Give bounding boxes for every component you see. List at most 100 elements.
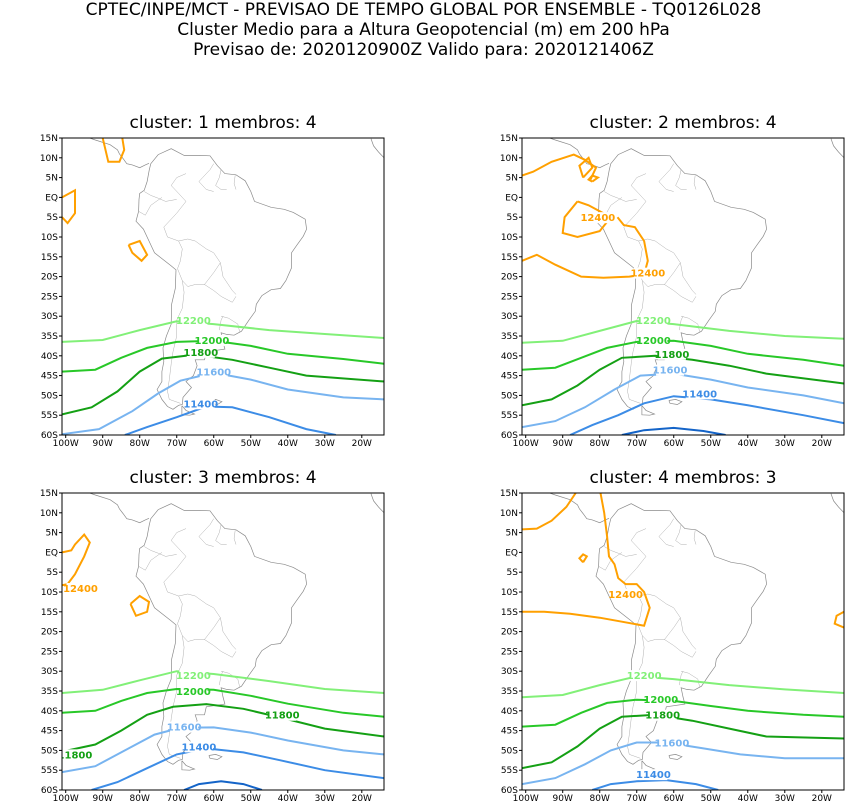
country-border (219, 316, 224, 331)
y-tick-label: 40S (501, 352, 518, 362)
country-border (627, 280, 645, 404)
country-border (681, 670, 700, 688)
contour-label: 12400 (630, 269, 665, 280)
country-border (233, 175, 237, 190)
falkland-islands-coastline (208, 754, 223, 760)
contour-label-background (648, 709, 677, 721)
forecast-dates: Previsao de: 2020120900Z Valido para: 20… (193, 40, 654, 60)
y-tick-label: 45S (41, 727, 58, 737)
map-frame (61, 492, 385, 791)
country-border (144, 546, 177, 557)
y-tick-label: 30S (501, 312, 518, 322)
contour-label: 11600 (196, 368, 231, 379)
contour-label-background (685, 388, 714, 400)
y-tick-label: 15N (500, 489, 518, 499)
y-tick-label: EQ (505, 193, 518, 203)
y-tick-label: EQ (45, 548, 58, 558)
y-tick-label: 25S (501, 292, 518, 302)
country-border (680, 617, 697, 650)
x-tick-label: 100W (53, 794, 79, 803)
y-tick-label: 55S (501, 411, 518, 421)
x-tick-label: 40W (278, 439, 298, 449)
x-tick-label: 40W (738, 439, 758, 449)
y-tick-label: 5N (46, 174, 58, 184)
y-tick-label: 45S (501, 372, 518, 382)
contour-label-background (657, 348, 686, 360)
y-tick-label: 30S (501, 667, 518, 677)
contour-label-background (657, 737, 686, 749)
y-tick-label: 15S (501, 253, 518, 263)
geopotential-contour (101, 138, 126, 163)
y-tick-label: 55S (41, 411, 58, 421)
y-tick-label: 30S (41, 312, 58, 322)
country-border (177, 238, 221, 287)
x-tick-label: 90W (93, 439, 113, 449)
contour-label-background (583, 212, 612, 224)
geopotential-contour (522, 216, 649, 279)
geopotential-contour (621, 426, 726, 435)
geopotential-contour (522, 153, 598, 181)
contour-label-background (179, 685, 208, 697)
contour-label: 12000 (176, 687, 211, 698)
geopotential-contour (124, 405, 337, 435)
y-tick-label: 15S (41, 608, 58, 618)
geopotential-contour (62, 339, 384, 373)
y-tick-label: 5N (46, 529, 58, 539)
country-border (680, 262, 697, 295)
country-border (679, 316, 684, 331)
geopotential-contour (578, 156, 594, 179)
y-tick-label: 15S (41, 253, 58, 263)
y-tick-label: 5S (507, 568, 519, 578)
geopotential-contour (62, 533, 91, 587)
country-border (679, 671, 684, 686)
country-border (198, 518, 214, 547)
x-tick-label: 20W (352, 794, 372, 803)
x-tick-label: 60W (664, 794, 684, 803)
y-tick-label: 15N (40, 489, 58, 499)
y-tick-label: 20S (41, 628, 58, 638)
geopotential-contour (127, 239, 149, 263)
contour-label: 12000 (194, 336, 229, 347)
country-border (167, 280, 185, 404)
falkland-islands-coastline (668, 399, 683, 405)
x-tick-label: 80W (590, 439, 610, 449)
y-tick-label: 55S (41, 766, 58, 776)
geopotential-contour (62, 703, 384, 753)
x-tick-label: 20W (812, 439, 832, 449)
contour-label: 12200 (636, 316, 671, 327)
panel-title: cluster: 2 membros: 4 (589, 113, 776, 133)
africa-coastline (830, 493, 844, 514)
south-america-coastline (135, 503, 307, 765)
x-tick-label: 70W (627, 794, 647, 803)
country-border (658, 163, 674, 192)
country-border (693, 530, 697, 545)
geopotential-contour (569, 395, 844, 435)
country-border (627, 635, 645, 759)
country-border (177, 593, 221, 642)
contour-label-background (179, 670, 208, 682)
contour-label-background (184, 741, 213, 753)
x-tick-label: 50W (701, 794, 721, 803)
map-frame (61, 137, 385, 436)
y-tick-label: 15S (501, 608, 518, 618)
country-border (204, 284, 237, 303)
contour-label: 11800 (645, 711, 680, 722)
country-border (221, 670, 240, 688)
falkland-islands-coastline (668, 754, 683, 760)
map-panel-cluster-2: cluster: 2 membros: 4 12400 12400 12200 1200… (500, 113, 845, 449)
y-tick-label: 25S (41, 647, 58, 657)
geopotential-contour (522, 354, 844, 407)
y-tick-label: 50S (501, 746, 518, 756)
map-frame (521, 492, 845, 791)
y-tick-label: 10N (40, 509, 58, 519)
y-tick-label: 45S (41, 372, 58, 382)
geopotential-contour (129, 594, 151, 618)
africa-coastline (370, 138, 384, 159)
y-tick-label: EQ (45, 193, 58, 203)
country-border (658, 518, 674, 547)
y-tick-label: 40S (41, 707, 58, 717)
y-tick-label: 5N (506, 529, 518, 539)
panel-title: cluster: 4 membros: 3 (589, 468, 776, 488)
country-border (675, 169, 687, 190)
